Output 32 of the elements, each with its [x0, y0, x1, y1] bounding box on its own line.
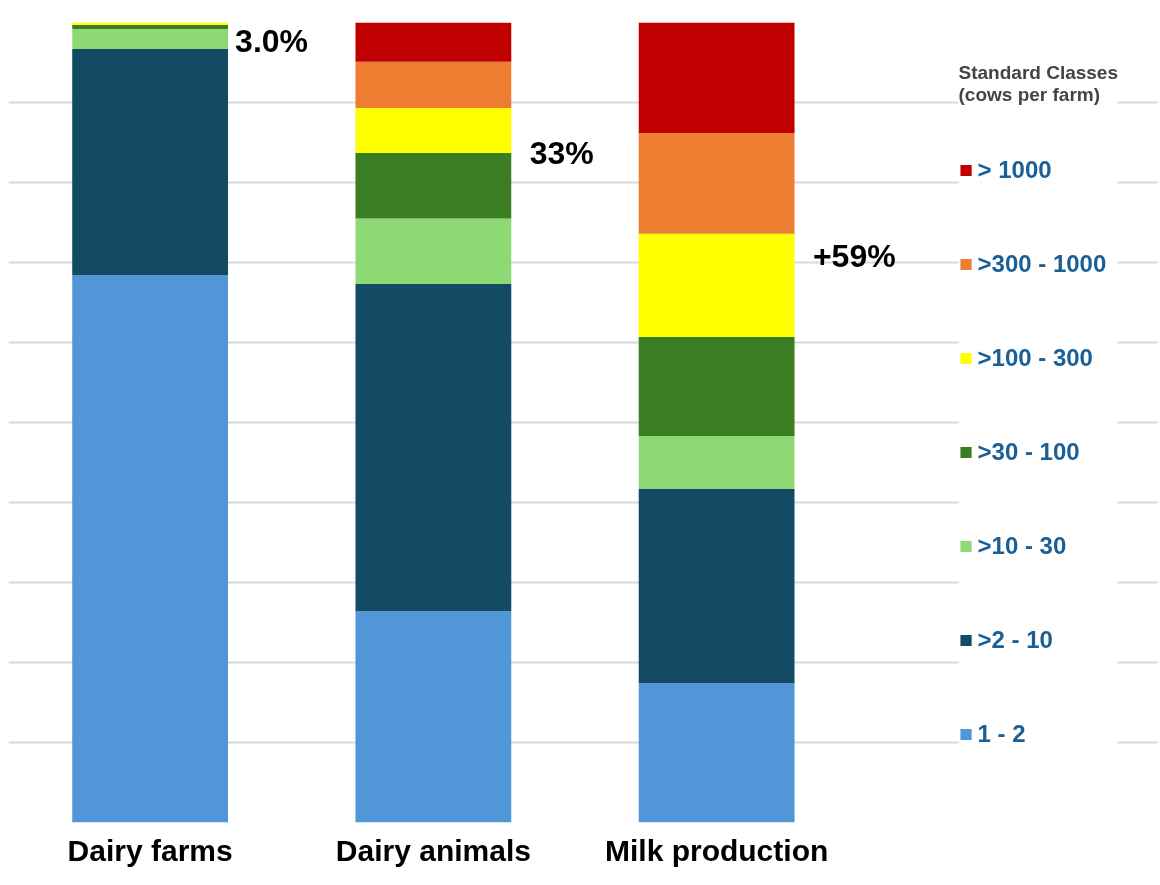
annotation: 3.0%	[235, 22, 309, 59]
legend-label: >10 - 30	[977, 532, 1067, 560]
legend-label: >300 - 1000	[977, 250, 1107, 278]
bar	[355, 284, 512, 612]
x-tick-label: Dairy animals	[335, 833, 531, 867]
legend-label: >30 - 100	[977, 438, 1080, 466]
bar	[638, 488, 795, 684]
annotation: +59%	[812, 237, 896, 274]
bar	[72, 28, 229, 49]
legend-title: Standard Classes (cows per farm)	[958, 62, 1118, 106]
bar	[355, 152, 512, 219]
bar	[638, 233, 795, 337]
bar	[638, 22, 795, 133]
bar	[72, 24, 229, 29]
x-tick-label: Dairy farms	[67, 833, 233, 867]
bar	[638, 132, 795, 234]
bar	[355, 22, 512, 62]
legend-label: >2 - 10	[977, 626, 1053, 654]
annotation: 33%	[529, 135, 594, 172]
bar	[355, 218, 512, 285]
bar	[355, 61, 512, 109]
legend-label: >100 - 300	[977, 344, 1093, 372]
bar	[355, 108, 512, 153]
bar	[638, 683, 795, 823]
bar	[72, 275, 229, 823]
bar	[355, 611, 512, 823]
legend-label: 1 - 2	[977, 720, 1026, 748]
bar	[638, 336, 795, 437]
x-tick-label: Milk production	[604, 833, 829, 867]
bar	[72, 48, 229, 276]
legend-label: > 1000	[977, 156, 1052, 184]
bar	[638, 436, 795, 489]
